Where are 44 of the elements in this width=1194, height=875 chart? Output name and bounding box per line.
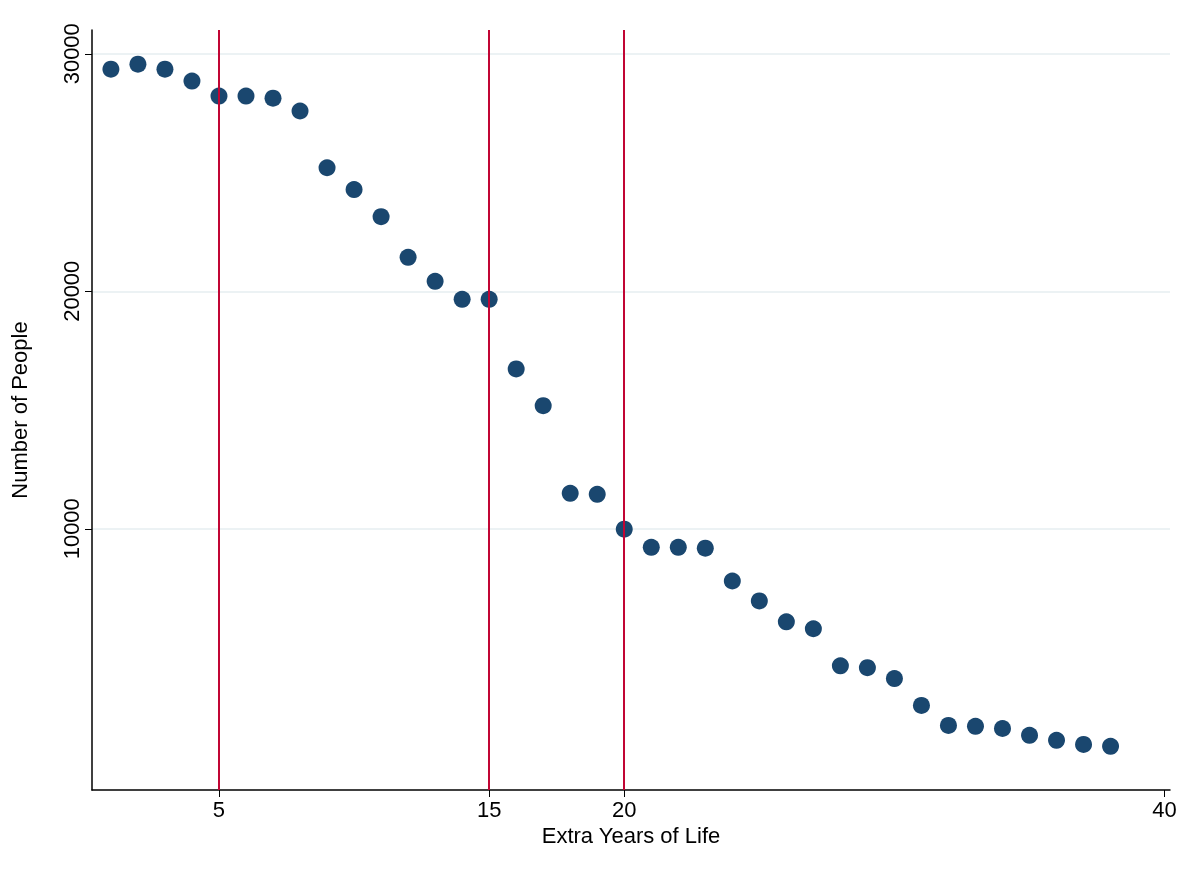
point bbox=[885, 670, 903, 688]
x-tick-label: 15 bbox=[476, 796, 502, 822]
point bbox=[804, 620, 822, 638]
point bbox=[966, 717, 984, 735]
point bbox=[237, 87, 255, 105]
point bbox=[264, 89, 282, 107]
point bbox=[777, 613, 795, 631]
point bbox=[156, 60, 174, 78]
point bbox=[561, 484, 579, 502]
point bbox=[507, 360, 525, 378]
point bbox=[183, 72, 201, 90]
point bbox=[453, 290, 471, 308]
point bbox=[939, 716, 957, 734]
point bbox=[994, 719, 1011, 737]
point bbox=[345, 181, 363, 199]
y-tick-label: 10000 bbox=[58, 498, 84, 560]
point bbox=[858, 659, 876, 677]
point bbox=[696, 539, 714, 557]
point bbox=[723, 572, 741, 590]
point bbox=[534, 397, 552, 415]
point bbox=[426, 272, 444, 290]
point bbox=[642, 538, 660, 556]
point bbox=[1102, 737, 1120, 755]
point bbox=[291, 102, 309, 120]
x-tick-label: 20 bbox=[612, 796, 637, 822]
point bbox=[1021, 726, 1039, 744]
point bbox=[750, 592, 768, 610]
point bbox=[831, 657, 849, 675]
point bbox=[912, 696, 930, 714]
y-axis-title: Number of People bbox=[6, 321, 32, 499]
point bbox=[318, 159, 336, 177]
y-tick-label: 30000 bbox=[58, 23, 84, 85]
point bbox=[669, 538, 687, 556]
x-axis-title: Extra Years of Life bbox=[541, 823, 721, 849]
point bbox=[399, 248, 417, 266]
point bbox=[102, 60, 120, 78]
y-tick-label: 20000 bbox=[58, 260, 84, 322]
x-tick-label: 5 bbox=[212, 796, 226, 822]
point bbox=[1048, 731, 1066, 749]
point bbox=[372, 208, 390, 226]
point bbox=[129, 55, 147, 73]
x-tick-label: 40 bbox=[1152, 796, 1177, 822]
point bbox=[1075, 735, 1093, 753]
point bbox=[588, 485, 606, 503]
